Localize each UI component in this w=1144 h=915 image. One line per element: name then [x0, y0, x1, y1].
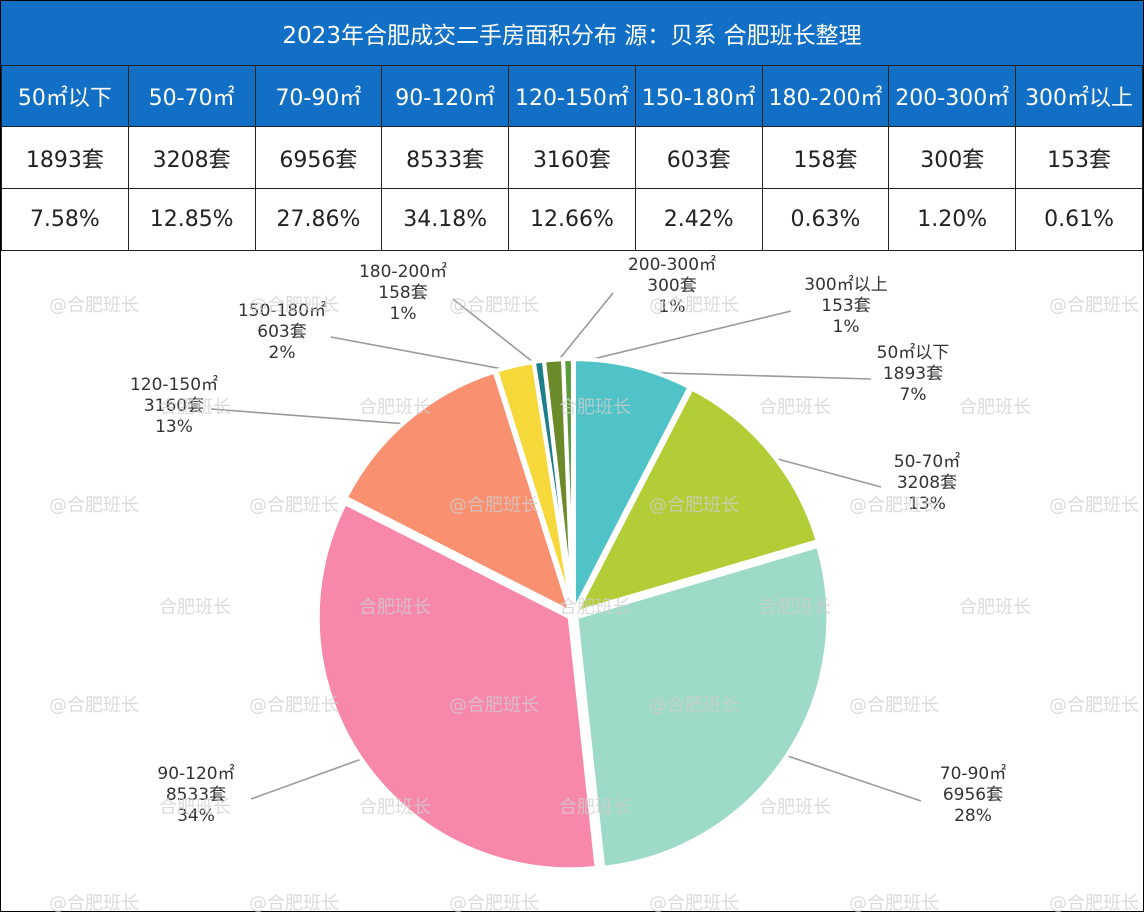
- count-cell: 3160套: [508, 126, 636, 189]
- slice-label-line: 90-120㎡: [157, 764, 234, 784]
- pie-slices: [315, 357, 831, 872]
- table-count-row: 1893套 3208套 6956套 8533套 3160套 603套 158套 …: [1, 126, 1143, 189]
- pie-slice: [315, 500, 599, 872]
- slice-label: 50㎡以下 1893套 7%: [877, 343, 950, 405]
- leader-line: [210, 408, 412, 426]
- slice-label: 150-180㎡ 603套 2%: [238, 301, 326, 363]
- chart-title: 2023年合肥成交二手房面积分布 源：贝系 合肥班长整理: [1, 1, 1143, 66]
- count-cell: 158套: [761, 126, 890, 189]
- slice-label-line: 7%: [900, 385, 927, 405]
- slice-label: 50-70㎡ 3208套 13%: [894, 452, 960, 514]
- percent-cell: 27.86%: [254, 188, 383, 251]
- percent-cell: 0.61%: [1015, 188, 1143, 251]
- slice-label-line: 1893套: [883, 364, 943, 384]
- slice-label-line: 28%: [954, 806, 992, 826]
- count-cell: 1893套: [1, 126, 129, 189]
- header-cell: 200-300㎡: [888, 65, 1017, 127]
- slice-label: 180-200㎡ 158套 1%: [359, 262, 447, 324]
- percent-cell: 1.20%: [888, 188, 1017, 251]
- slice-label-line: 13%: [908, 494, 946, 514]
- pie-slice: [571, 357, 693, 613]
- header-cell: 90-120㎡: [381, 65, 510, 127]
- header-cell: 150-180㎡: [634, 65, 763, 127]
- slice-label: 70-90㎡ 6956套 28%: [940, 764, 1006, 826]
- leader-line: [250, 756, 368, 800]
- slice-label-line: 13%: [155, 417, 193, 437]
- slice-label-line: 158套: [378, 283, 427, 303]
- slice-label: 120-150㎡ 3160套 13%: [130, 375, 218, 437]
- leader-line: [765, 454, 882, 488]
- percent-cell: 12.85%: [127, 188, 256, 251]
- header-cell: 120-150㎡: [508, 65, 636, 127]
- slice-label-line: 3208套: [897, 473, 957, 493]
- header-cell: 50-70㎡: [127, 65, 256, 127]
- leader-line: [553, 292, 614, 367]
- pie-slice: [574, 543, 831, 870]
- slice-label-line: 8533套: [166, 785, 226, 805]
- slice-label-line: 153套: [821, 296, 870, 316]
- slice-label-line: 6956套: [943, 785, 1003, 805]
- slice-label-line: 70-90㎡: [940, 764, 1006, 784]
- slice-label-line: 120-150㎡: [130, 375, 218, 395]
- percent-cell: 0.63%: [761, 188, 890, 251]
- slice-label-line: 34%: [177, 806, 215, 826]
- count-cell: 6956套: [254, 126, 383, 189]
- leader-line: [330, 336, 517, 373]
- slice-label-line: 2%: [269, 343, 296, 363]
- slice-label-line: 200-300㎡: [628, 255, 716, 275]
- pie-chart: 50㎡以下 1893套 7%50-70㎡ 3208套 13%70-90㎡ 6956套 28%…: [130, 255, 1006, 872]
- header-cell: 180-200㎡: [761, 65, 890, 127]
- pie-slice: [561, 357, 575, 612]
- leader-line: [452, 298, 541, 368]
- count-cell: 8533套: [381, 126, 510, 189]
- leader-line: [780, 753, 922, 802]
- count-cell: 153套: [1015, 126, 1143, 189]
- slice-label: 300㎡以上 153套 1%: [804, 275, 887, 337]
- percent-cell: 12.66%: [508, 188, 636, 251]
- slice-label-line: 300套: [647, 276, 696, 296]
- slice-label: 90-120㎡ 8533套 34%: [157, 764, 234, 826]
- table-percent-row: 7.58% 12.85% 27.86% 34.18% 12.66% 2.42% …: [1, 188, 1143, 251]
- slice-label-line: 1%: [390, 304, 417, 324]
- slice-label-line: 603套: [257, 322, 306, 342]
- table-header-row: 50㎡以下 50-70㎡ 70-90㎡ 90-120㎡ 120-150㎡ 150…: [1, 65, 1143, 127]
- slice-label-line: 300㎡以上: [804, 275, 887, 295]
- leader-lines: [210, 292, 922, 802]
- header-cell: 50㎡以下: [1, 65, 129, 127]
- slice-label-line: 180-200㎡: [359, 262, 447, 282]
- percent-cell: 2.42%: [634, 188, 763, 251]
- percent-cell: 7.58%: [1, 188, 129, 251]
- leader-line: [567, 310, 792, 366]
- count-cell: 300套: [888, 126, 1017, 189]
- percent-cell: 34.18%: [381, 188, 510, 251]
- header-cell: 70-90㎡: [254, 65, 383, 127]
- pie-slice: [343, 369, 574, 616]
- count-cell: 3208套: [127, 126, 256, 189]
- slice-label-line: 1%: [659, 297, 686, 317]
- leader-line: [631, 371, 872, 380]
- slice-label-line: 3160套: [144, 396, 204, 416]
- slice-label-line: 150-180㎡: [238, 301, 326, 321]
- slice-label-line: 50㎡以下: [877, 343, 950, 363]
- area-stats-table: 50㎡以下 50-70㎡ 70-90㎡ 90-120㎡ 120-150㎡ 150…: [1, 65, 1143, 251]
- header-cell: 300㎡以上: [1015, 65, 1143, 127]
- slice-label-line: 50-70㎡: [894, 452, 960, 472]
- pie-slice: [572, 385, 821, 616]
- slice-label: 200-300㎡ 300套 1%: [628, 255, 716, 317]
- count-cell: 603套: [634, 126, 763, 189]
- slice-labels: 50㎡以下 1893套 7%50-70㎡ 3208套 13%70-90㎡ 6956套 28%…: [130, 255, 1006, 826]
- slice-label-line: 1%: [833, 317, 860, 337]
